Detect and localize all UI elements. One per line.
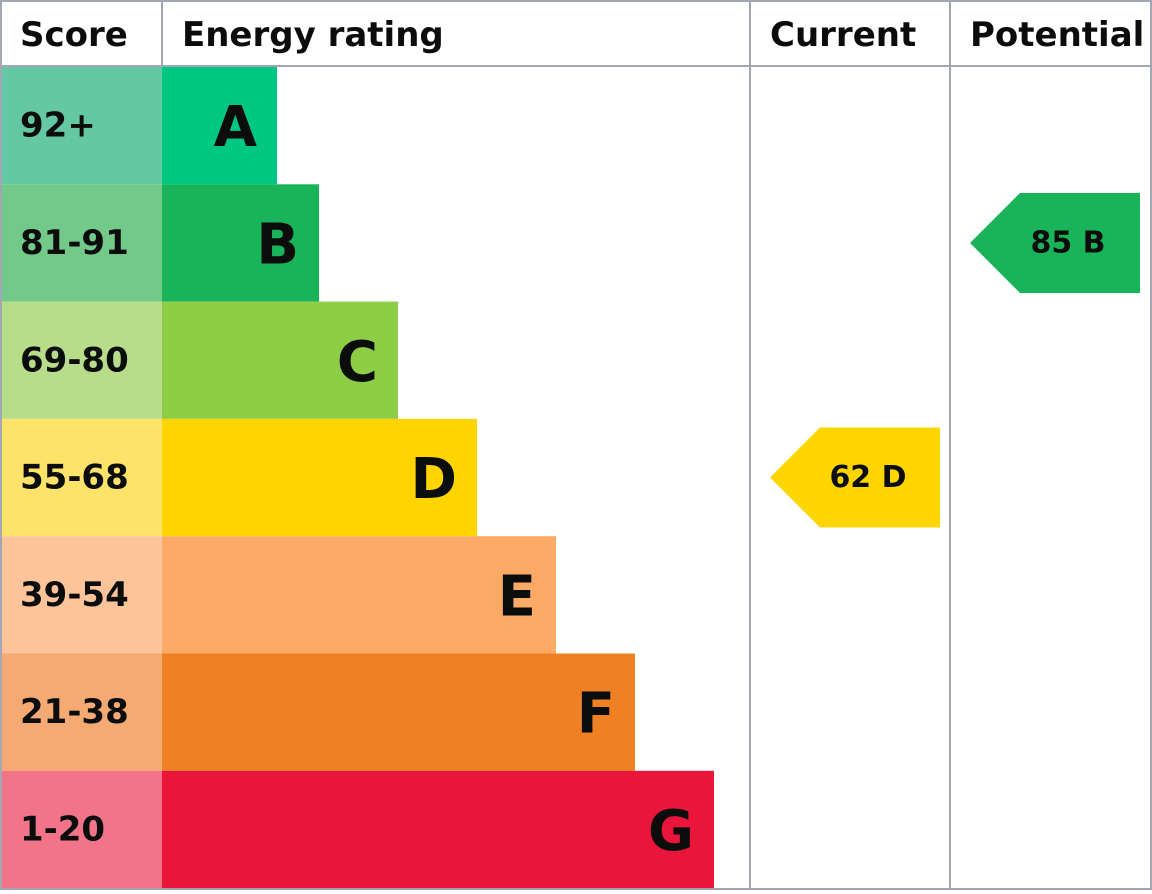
rating-bar xyxy=(162,301,398,419)
current-arrow xyxy=(770,427,940,528)
current-label: 62 D xyxy=(829,460,906,495)
score-label: 69-80 xyxy=(20,340,129,380)
rating-letter: D xyxy=(411,447,457,512)
rating-bar xyxy=(162,184,319,302)
score-cell xyxy=(2,301,162,419)
rating-letter: G xyxy=(648,799,694,864)
score-cell xyxy=(2,653,162,771)
score-cell xyxy=(2,184,162,302)
score-cell xyxy=(2,418,162,537)
score-label: 21-38 xyxy=(20,692,129,732)
rating-bar xyxy=(162,536,556,654)
score-label: 39-54 xyxy=(20,575,129,615)
rating-bar xyxy=(162,770,714,889)
score-label: 81-91 xyxy=(20,223,129,263)
score-label: 55-68 xyxy=(20,458,129,498)
rating-letter: E xyxy=(498,564,536,629)
score-cell xyxy=(2,536,162,654)
potential-arrow xyxy=(970,192,1140,293)
rating-bar xyxy=(162,418,477,537)
header: Score xyxy=(20,15,128,55)
score-label: 1-20 xyxy=(20,809,105,849)
score-label: 92+ xyxy=(20,106,96,146)
rating-letter: C xyxy=(337,330,378,395)
rating-bar xyxy=(162,653,635,771)
score-cell xyxy=(2,67,162,185)
rating-letter: A xyxy=(214,95,258,160)
score-cell xyxy=(2,770,162,889)
rating-letter: F xyxy=(577,682,615,747)
rating-letter: B xyxy=(256,212,299,277)
potential-label: 85 B xyxy=(1030,225,1105,260)
header: Potential xyxy=(970,15,1144,55)
header: Energy rating xyxy=(182,15,444,55)
rating-bar xyxy=(162,67,277,185)
header: Current xyxy=(770,15,916,55)
